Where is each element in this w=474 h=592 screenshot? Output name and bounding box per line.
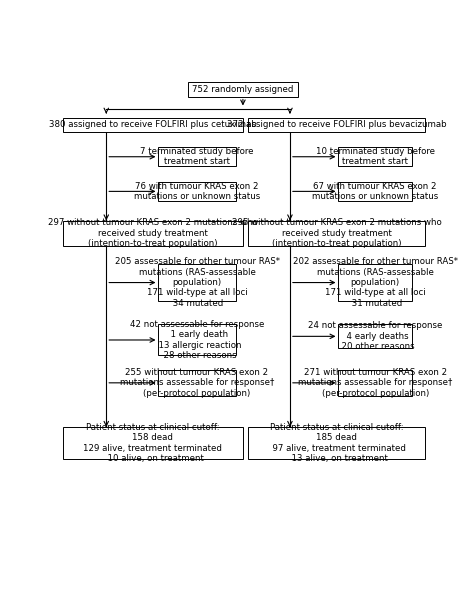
- FancyBboxPatch shape: [338, 324, 412, 348]
- FancyBboxPatch shape: [63, 118, 243, 132]
- Text: 10 terminated study before
treatment start: 10 terminated study before treatment sta…: [316, 147, 435, 166]
- Text: Patient status at clinical cutoff:
185 dead
  97 alive, treatment terminated
  1: Patient status at clinical cutoff: 185 d…: [267, 423, 406, 463]
- FancyBboxPatch shape: [248, 221, 425, 246]
- FancyBboxPatch shape: [248, 118, 425, 132]
- FancyBboxPatch shape: [158, 147, 236, 166]
- Text: 295 without tumour KRAS exon 2 mutations who
received study treatment
(intention: 295 without tumour KRAS exon 2 mutations…: [232, 218, 441, 248]
- Text: 202 assessable for other tumour RAS*
mutations (RAS-assessable
population)
171 w: 202 assessable for other tumour RAS* mut…: [292, 258, 458, 308]
- FancyBboxPatch shape: [63, 221, 243, 246]
- FancyBboxPatch shape: [158, 264, 236, 301]
- Text: Patient status at clinical cutoff:
158 dead
129 alive, treatment terminated
  10: Patient status at clinical cutoff: 158 d…: [83, 423, 222, 463]
- FancyBboxPatch shape: [188, 82, 298, 96]
- Text: 76 with tumour KRAS exon 2
mutations or unknown status: 76 with tumour KRAS exon 2 mutations or …: [134, 182, 260, 201]
- FancyBboxPatch shape: [338, 370, 412, 395]
- Text: 67 with tumour KRAS exon 2
mutations or unknown status: 67 with tumour KRAS exon 2 mutations or …: [312, 182, 438, 201]
- Text: 271 without tumour KRAS exon 2
mutations assessable for response†
(per-protocol : 271 without tumour KRAS exon 2 mutations…: [298, 368, 452, 398]
- FancyBboxPatch shape: [338, 182, 412, 201]
- Text: 24 not assessable for response
  4 early deaths
  20 other reasons: 24 not assessable for response 4 early d…: [308, 321, 442, 351]
- Text: 372 assigned to receive FOLFIRI plus bevacizumab: 372 assigned to receive FOLFIRI plus bev…: [227, 120, 447, 129]
- Text: 255 without tumour KRAS exon 2
mutations assessable for response†
(per-protocol : 255 without tumour KRAS exon 2 mutations…: [120, 368, 274, 398]
- Text: 380 assigned to receive FOLFIRI plus cetuximab: 380 assigned to receive FOLFIRI plus cet…: [49, 120, 257, 129]
- Text: 297 without tumour KRAS exon 2 mutations who
received study treatment
(intention: 297 without tumour KRAS exon 2 mutations…: [48, 218, 258, 248]
- Text: 7 terminated study before
treatment start: 7 terminated study before treatment star…: [140, 147, 254, 166]
- FancyBboxPatch shape: [158, 324, 236, 355]
- Text: 752 randomly assigned: 752 randomly assigned: [192, 85, 293, 94]
- Text: 205 assessable for other tumour RAS*
mutations (RAS-assessable
population)
171 w: 205 assessable for other tumour RAS* mut…: [115, 258, 280, 308]
- FancyBboxPatch shape: [338, 264, 412, 301]
- FancyBboxPatch shape: [158, 182, 236, 201]
- FancyBboxPatch shape: [158, 370, 236, 395]
- FancyBboxPatch shape: [338, 147, 412, 166]
- Text: 42 not assessable for response
  1 early death
  13 allergic reaction
  28 other: 42 not assessable for response 1 early d…: [130, 320, 264, 360]
- FancyBboxPatch shape: [63, 427, 243, 459]
- FancyBboxPatch shape: [248, 427, 425, 459]
